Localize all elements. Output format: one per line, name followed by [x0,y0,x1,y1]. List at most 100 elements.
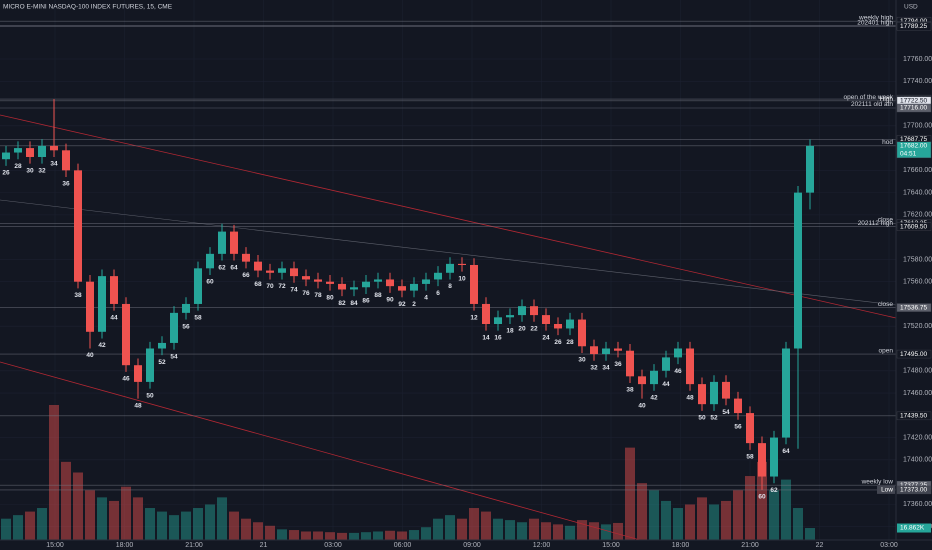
bar-number: 62 [770,487,778,494]
candle-body [182,303,190,313]
candle-body [122,303,130,366]
x-tick-label: 03:00 [324,542,342,549]
candle-body [674,348,682,358]
bar-number: 64 [230,264,238,271]
volume-bar [793,508,803,540]
price-label: 17722.50 [900,97,927,104]
candle-body [290,268,298,277]
candle-body [266,270,274,273]
candle-body [110,276,118,304]
volume-bar [733,490,743,540]
bar-number: 76 [302,290,310,297]
candle-body [698,384,706,405]
volume-bar [313,531,323,540]
volume-bar [73,472,83,540]
candle-body [278,268,286,273]
candle-body [734,398,742,414]
volume-bar [805,528,815,540]
bar-number: 54 [170,353,178,360]
trend-line [0,114,897,319]
volume-pane [1,405,815,540]
bar-number: 8 [448,283,452,290]
bar-number: 54 [722,409,730,416]
volume-bar [265,525,275,540]
price-box [896,222,932,231]
x-tick-label: 15:00 [602,542,620,549]
trend-line [0,199,897,306]
volume-bar [577,520,587,540]
price-label: 17536.75 [900,304,927,311]
volume-bar [673,508,683,540]
level-name: 202401 high [857,20,893,27]
volume-bar [373,531,383,540]
candle-body [254,261,262,271]
volume-bar [685,504,695,540]
bar-number: 30 [26,167,34,174]
price-box [896,485,932,495]
y-tick-label: 17620.00 [903,212,932,219]
bar-number: 12 [470,314,478,321]
bar-number: 10 [458,275,466,282]
price-box [896,303,932,312]
candle-body [458,263,466,265]
candle-body [434,272,442,280]
bar-number: 58 [194,314,202,321]
x-tick-label: 18:00 [672,542,690,549]
candle-body [506,315,514,318]
candle-body [602,348,610,355]
candle-body [530,306,538,316]
volume-bar [625,447,635,540]
price-label: 17439.50 [900,413,927,420]
candle-body [26,148,34,157]
volume-bar [277,529,287,540]
volume-bar [241,518,251,540]
y-tick-label: 17640.00 [903,189,932,196]
volume-bar [181,511,191,540]
volume-bar [409,530,419,540]
candle-body [230,231,238,254]
candle-body [314,279,322,282]
price-label: 17373.00 [900,487,927,494]
candle-body [782,348,790,438]
volume-bar [505,520,515,540]
bar-number: 58 [746,454,754,461]
candle-body [722,381,730,399]
bar-number: 48 [134,402,142,409]
volume-bar [493,518,503,540]
level-name: 202111 old ath [851,101,893,108]
volume-bar [445,515,455,540]
price-label: 17789.25 [900,23,927,30]
volume-bar [565,525,575,540]
bar-number: 64 [782,448,790,455]
candle-body [806,145,814,193]
price-label: 17609.50 [900,223,927,230]
bar-number: 40 [86,352,94,359]
candle-body [398,286,406,291]
volume-label-box [897,523,931,533]
volume-bar [85,490,95,540]
price-axis [896,0,932,550]
level-name: open [879,347,894,354]
candle-body [362,281,370,288]
volume-bar [97,497,107,540]
candle-body [590,346,598,355]
bar-number: 74 [290,287,298,294]
bar-number: 38 [626,387,634,394]
candle-body [2,152,10,160]
x-tick-label: 03:00 [880,542,898,549]
candle-body [206,253,214,269]
bar-number: 84 [350,300,358,307]
candle-body [638,376,646,385]
price-label: 17716.00 [900,105,927,112]
bar-number: 28 [14,163,22,170]
candle-body [146,348,154,382]
volume-bar [193,508,203,540]
level-name: open of the week [843,94,893,101]
bar-number: 34 [50,161,58,168]
candle-body [302,276,310,280]
bar-number: 36 [62,181,70,188]
candle-body [74,170,82,282]
candle-body [14,148,22,153]
candle-body [374,279,382,282]
